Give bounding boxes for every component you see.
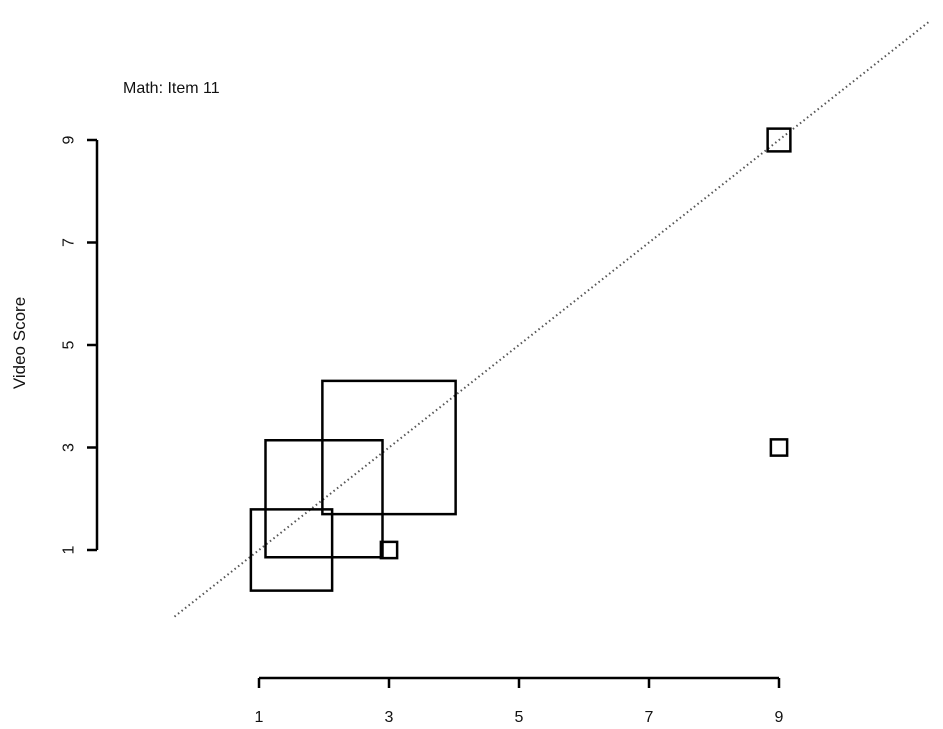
data-point-square — [249, 508, 334, 592]
chart-title: Math: Item 11 — [123, 80, 220, 97]
x-tick-label: 1 — [255, 709, 264, 726]
data-point-square — [769, 438, 789, 457]
y-tick-label: 3 — [61, 443, 78, 452]
y-tick-label: 9 — [61, 135, 78, 144]
x-tick-label: 3 — [385, 709, 394, 726]
data-point-square — [264, 439, 384, 559]
x-tick-label: 7 — [645, 709, 654, 726]
y-tick-label: 1 — [61, 545, 78, 554]
x-tick-label: 5 — [515, 709, 524, 726]
y-tick-label: 7 — [61, 238, 78, 247]
data-point-square — [766, 127, 792, 153]
data-point-square — [379, 540, 399, 560]
identity-reference-line — [173, 21, 930, 618]
data-point-square — [321, 379, 457, 516]
y-tick-label: 5 — [61, 340, 78, 349]
x-tick-label: 9 — [775, 709, 784, 726]
